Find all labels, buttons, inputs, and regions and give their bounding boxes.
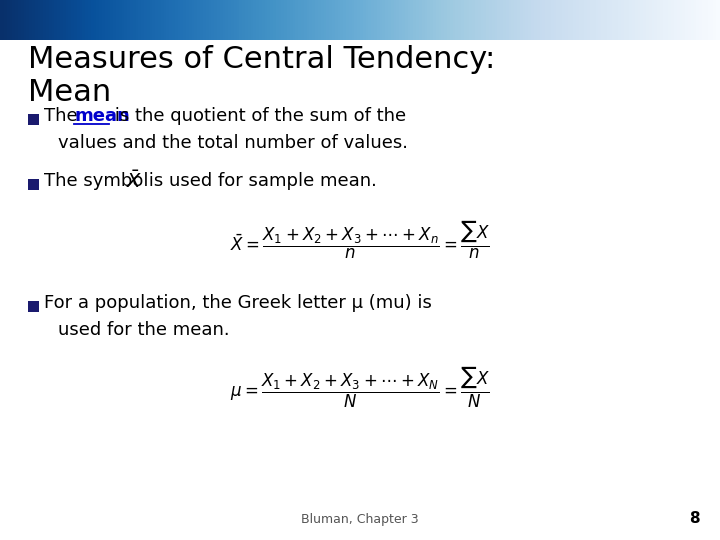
Text: For a population, the Greek letter μ (mu) is: For a population, the Greek letter μ (mu… xyxy=(44,294,432,312)
Text: $\mu = \dfrac{X_1 + X_2 + X_3 + \cdots + X_N}{N} = \dfrac{\sum X}{N}$: $\mu = \dfrac{X_1 + X_2 + X_3 + \cdots +… xyxy=(230,364,490,410)
Text: The: The xyxy=(44,107,84,125)
FancyBboxPatch shape xyxy=(28,114,39,125)
FancyBboxPatch shape xyxy=(28,301,39,312)
Text: $\bar{X}$: $\bar{X}$ xyxy=(126,170,143,192)
Text: Measures of Central Tendency:: Measures of Central Tendency: xyxy=(28,45,495,74)
Text: $\bar{X} = \dfrac{X_1 + X_2 + X_3 + \cdots + X_n}{n} = \dfrac{\sum X}{n}$: $\bar{X} = \dfrac{X_1 + X_2 + X_3 + \cdo… xyxy=(230,219,490,261)
Text: Mean: Mean xyxy=(28,78,112,107)
Text: Bluman, Chapter 3: Bluman, Chapter 3 xyxy=(301,513,419,526)
Text: is used for sample mean.: is used for sample mean. xyxy=(143,172,377,190)
FancyBboxPatch shape xyxy=(28,179,39,190)
Text: mean: mean xyxy=(74,107,130,125)
Text: The symbol: The symbol xyxy=(44,172,148,190)
Text: used for the mean.: used for the mean. xyxy=(58,321,230,339)
Text: is the quotient of the sum of the: is the quotient of the sum of the xyxy=(109,107,406,125)
Text: 8: 8 xyxy=(689,511,700,526)
Text: values and the total number of values.: values and the total number of values. xyxy=(58,134,408,152)
